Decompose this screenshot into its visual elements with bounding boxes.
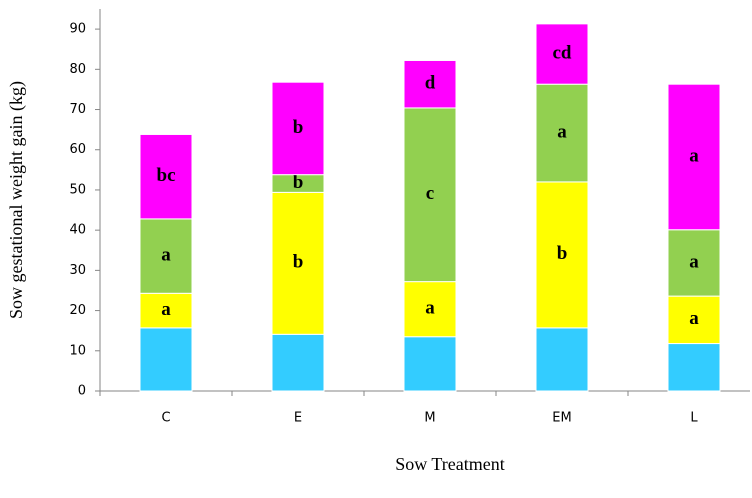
segment-letter: b [293, 252, 304, 273]
segment-letter: a [689, 145, 699, 166]
y-tick-label: 60 [69, 142, 86, 157]
bar-segment [139, 218, 193, 294]
y-tick-label: 20 [69, 303, 86, 318]
segment-letter: bc [157, 165, 176, 186]
bar-segment [535, 23, 589, 85]
bar-segment [535, 327, 589, 392]
bar-segment [403, 336, 457, 392]
bar-segment [667, 229, 721, 297]
segment-letter: a [557, 121, 567, 142]
segment-letter: a [689, 308, 699, 329]
bar-segment [535, 83, 589, 183]
bar-segment [139, 133, 193, 220]
x-axis-title: Sow Treatment [395, 454, 505, 474]
bar-segment [667, 295, 721, 345]
bar-segment [403, 59, 457, 109]
bar-segment [403, 107, 457, 283]
x-tick-label: E [294, 411, 302, 426]
y-tick-label: 70 [69, 102, 86, 117]
y-tick-label: 50 [69, 182, 86, 197]
segment-letter: c [426, 183, 434, 204]
segment-letter: a [425, 298, 435, 319]
bar-segment [139, 292, 193, 329]
y-axis-title: Sow gestational weight gain (kg) [6, 81, 27, 319]
y-tick-label: 10 [69, 343, 86, 358]
y-tick-label: 90 [69, 22, 86, 37]
bar-segment [403, 281, 457, 338]
y-tick-label: 30 [69, 263, 86, 278]
x-tick-label: EM [552, 411, 571, 426]
x-tick-label: C [161, 411, 170, 426]
bar-segment [271, 333, 325, 392]
segment-letter: a [161, 244, 171, 265]
bar-segment [139, 327, 193, 392]
segment-letter: a [689, 251, 699, 272]
segment-letter: d [425, 73, 436, 94]
segment-letter: a [161, 299, 171, 320]
bar-segment [271, 81, 325, 176]
bar-segment [667, 83, 721, 231]
segment-letter: b [557, 243, 568, 264]
bar-segment [535, 181, 589, 329]
x-tick-label: M [424, 411, 435, 426]
segment-letter: b [293, 117, 304, 138]
x-tick-label: L [690, 411, 698, 426]
segment-letter: b [293, 172, 304, 193]
bar-segment [667, 343, 721, 392]
y-tick-label: 80 [69, 62, 86, 77]
segment-letter: cd [553, 42, 572, 63]
y-tick-label: 0 [78, 384, 86, 399]
y-tick-label: 40 [69, 223, 86, 238]
bar-segment [271, 191, 325, 335]
